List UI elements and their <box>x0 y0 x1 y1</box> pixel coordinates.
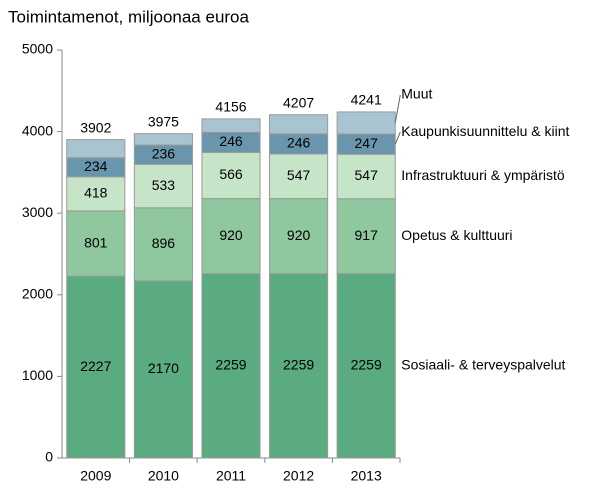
value-label: 917 <box>355 227 379 243</box>
bar-segment <box>133 133 193 146</box>
value-label: 247 <box>355 135 379 151</box>
value-label: 246 <box>219 133 243 149</box>
value-label: 920 <box>219 227 243 243</box>
x-tick-label: 2011 <box>216 468 246 484</box>
bar-segment <box>336 111 396 135</box>
bar-segment <box>201 151 261 200</box>
value-label: 2227 <box>80 358 111 374</box>
bar-segment <box>66 210 126 277</box>
legend-label: Kaupunkisuunnittelu & kiint <box>401 123 569 139</box>
value-label: 566 <box>219 166 243 182</box>
value-label: 2259 <box>283 357 314 373</box>
bar-segment <box>201 198 261 275</box>
legend-label: Muut <box>401 86 432 102</box>
x-tick-label: 2009 <box>80 468 111 484</box>
value-label: 533 <box>152 177 176 193</box>
legend-label: Infrastruktuuri & ympäristö <box>401 167 565 183</box>
total-label: 3975 <box>148 113 179 129</box>
bar-segment <box>201 118 261 133</box>
bar-segment <box>133 280 193 459</box>
bar-segment <box>133 207 193 282</box>
y-tick-label: 0 <box>45 449 53 465</box>
value-label: 246 <box>287 135 311 151</box>
bar-segment <box>269 114 329 135</box>
total-label: 4156 <box>215 99 246 115</box>
value-label: 418 <box>84 185 108 201</box>
bar-segment <box>336 273 396 459</box>
chart-title: Toimintamenot, miljoonaa euroa <box>8 7 250 26</box>
bar-segment <box>269 273 329 459</box>
total-label: 3902 <box>80 119 111 135</box>
bar-segment <box>336 198 396 275</box>
y-tick-label: 5000 <box>22 41 53 57</box>
y-tick-label: 3000 <box>22 204 53 220</box>
y-tick-label: 1000 <box>22 367 53 383</box>
legend-label: Opetus & kulttuuri <box>401 227 512 243</box>
total-label: 4207 <box>283 94 314 110</box>
value-label: 547 <box>355 167 379 183</box>
value-label: 2259 <box>215 357 246 373</box>
x-tick-label: 2010 <box>148 468 179 484</box>
value-label: 801 <box>84 234 108 250</box>
value-label: 2170 <box>148 360 179 376</box>
total-label: 4241 <box>351 92 382 108</box>
y-tick-label: 4000 <box>22 122 53 138</box>
legend-leader <box>394 94 401 124</box>
bar-segment <box>66 139 126 159</box>
legend-leader <box>394 131 401 145</box>
x-tick-label: 2013 <box>351 468 382 484</box>
value-label: 920 <box>287 227 311 243</box>
bar-segment <box>66 275 126 459</box>
value-label: 2259 <box>351 357 382 373</box>
value-label: 236 <box>152 145 176 161</box>
bar-segment <box>336 153 396 200</box>
value-label: 234 <box>84 158 108 174</box>
x-tick-label: 2012 <box>283 468 314 484</box>
legend-label: Sosiaali- & terveyspalvelut <box>401 357 565 373</box>
value-label: 896 <box>152 235 176 251</box>
value-label: 547 <box>287 167 311 183</box>
bar-segment <box>133 163 193 209</box>
y-tick-label: 2000 <box>22 286 53 302</box>
